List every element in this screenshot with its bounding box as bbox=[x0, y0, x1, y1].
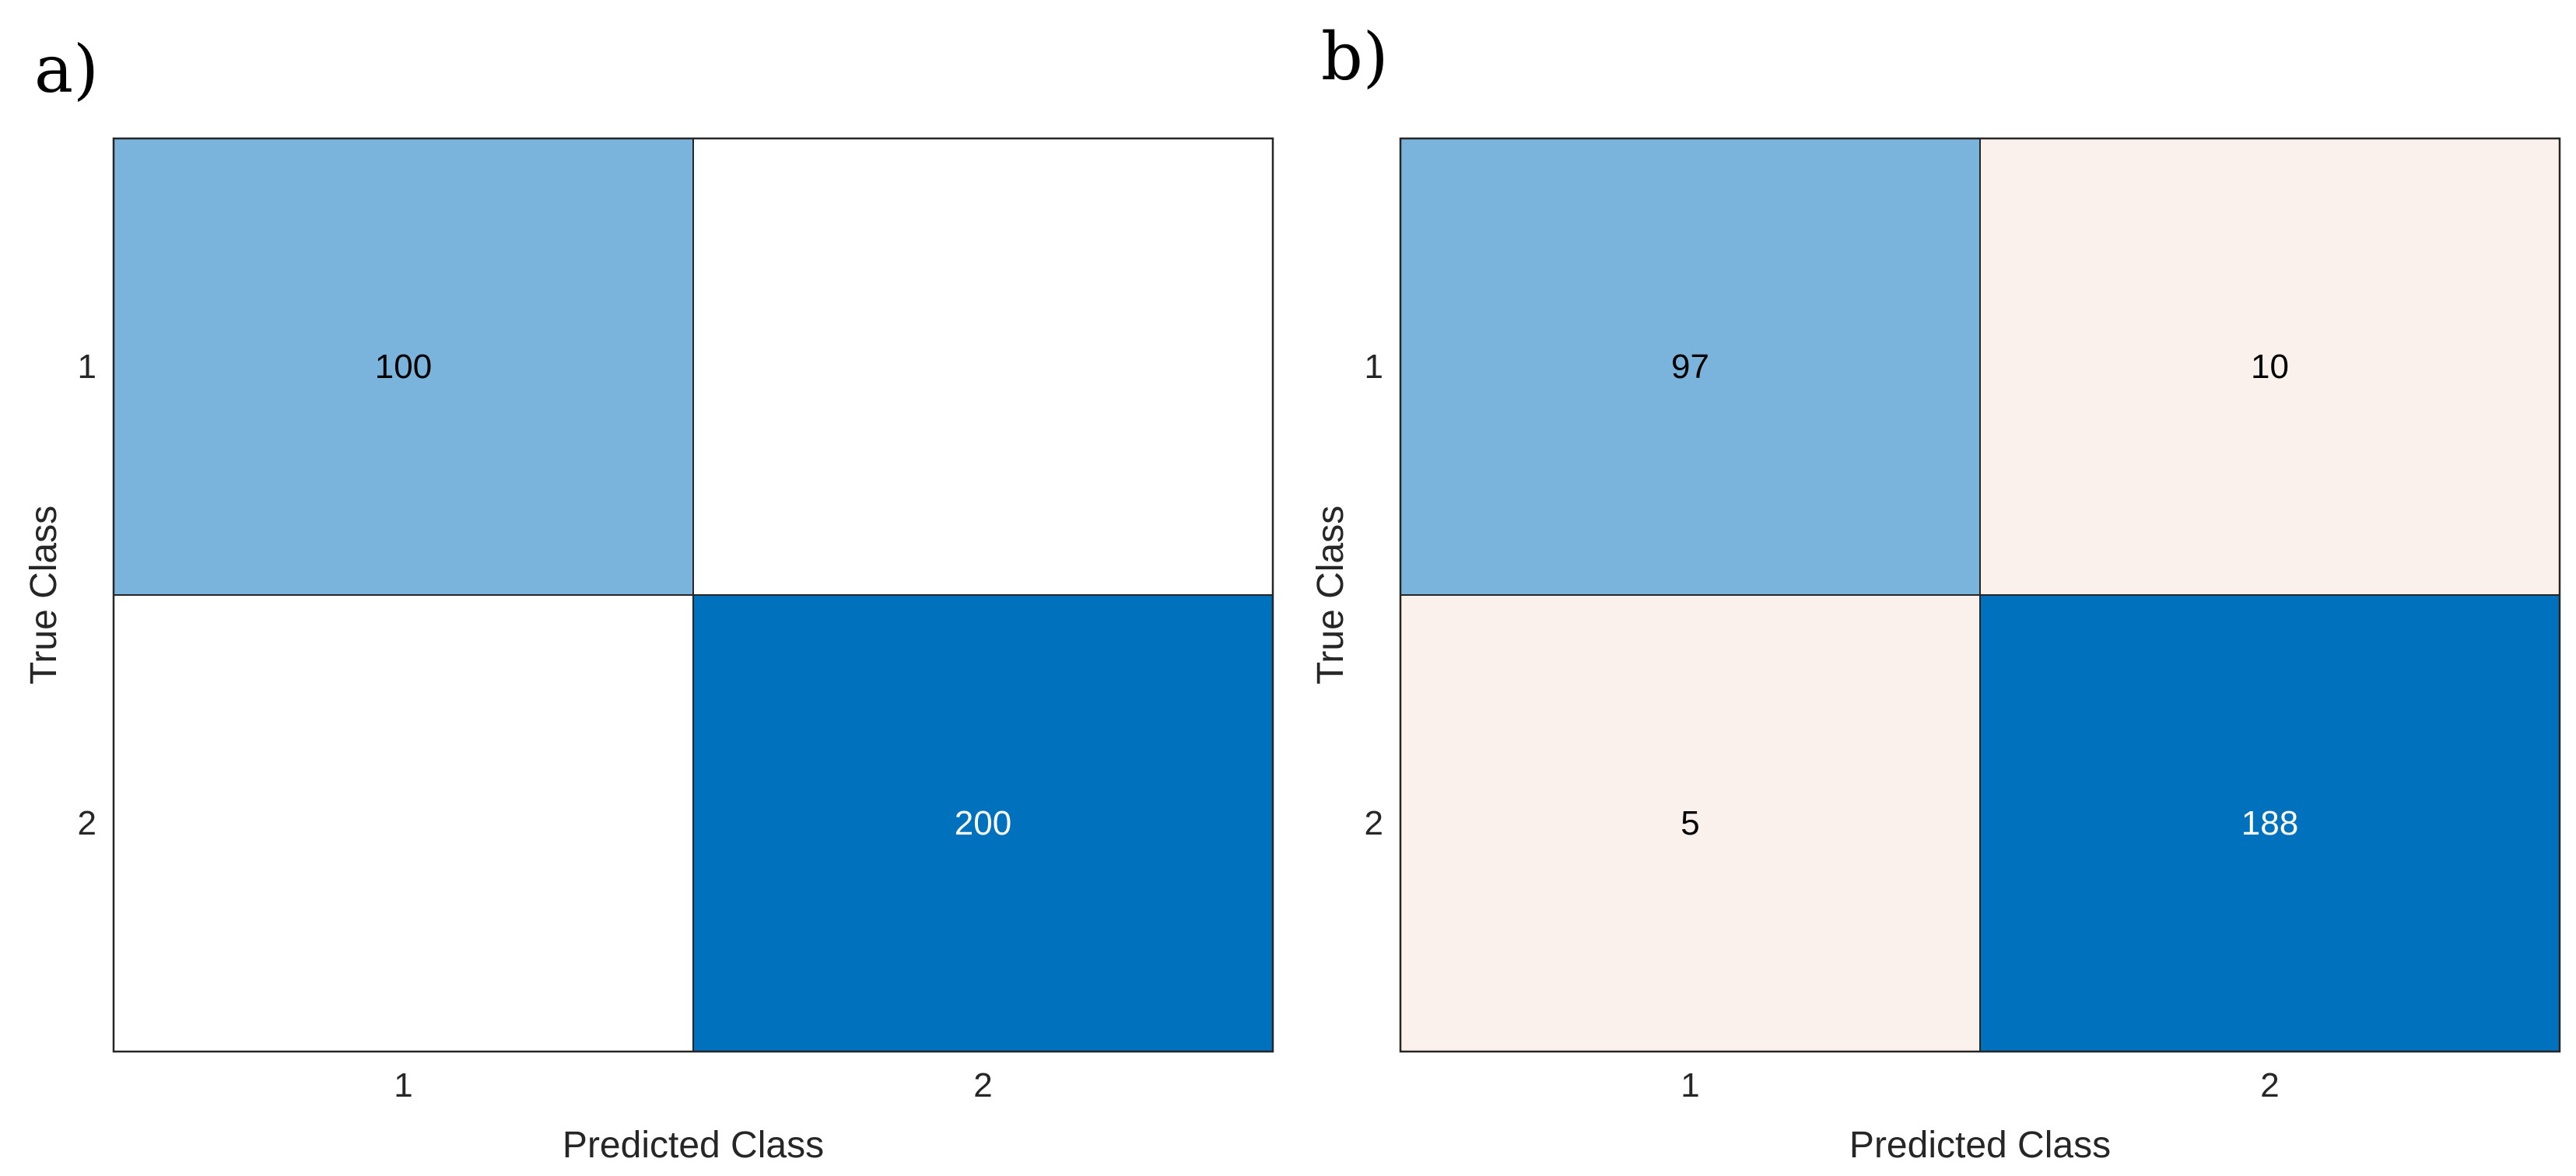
x-tick-label: 2 bbox=[2260, 1066, 2279, 1104]
matrix-cell-r1-c2 bbox=[692, 138, 1274, 596]
x-axis-label: Predicted Class bbox=[563, 1125, 824, 1166]
x-axis-label: Predicted Class bbox=[1849, 1125, 2111, 1166]
y-tick-label: 2 bbox=[1365, 804, 1383, 842]
panel-label: a) bbox=[34, 31, 99, 107]
matrix-cell-r2-c2 bbox=[1979, 594, 2560, 1052]
panel-label: b) bbox=[1321, 19, 1389, 95]
y-tick-label: 1 bbox=[78, 348, 96, 386]
y-tick-label: 1 bbox=[1365, 348, 1383, 386]
cell-value: 97 bbox=[1671, 348, 1709, 386]
cell-value: 10 bbox=[2251, 348, 2289, 386]
cell-value: 200 bbox=[955, 804, 1011, 842]
matrix-frame bbox=[112, 137, 1274, 1053]
y-axis-label: True Class bbox=[1310, 506, 1351, 684]
matrix-frame bbox=[1399, 137, 2561, 1053]
x-tick-label: 2 bbox=[973, 1066, 992, 1104]
cell-value: 5 bbox=[1681, 804, 1699, 842]
matrix-cell-r1-c2 bbox=[1979, 138, 2560, 596]
cell-value: 188 bbox=[2241, 804, 2298, 842]
matrix-cell-r2-c1 bbox=[113, 594, 694, 1052]
matrix-cell-r1-c1 bbox=[113, 138, 694, 596]
confusion-matrix-a: a) 100 200 1 2 1 2 Predicted Class True Class bbox=[23, 31, 1274, 1166]
y-tick-label: 2 bbox=[78, 804, 96, 842]
x-tick-label: 1 bbox=[1681, 1066, 1699, 1104]
matrix-cell-r1-c1 bbox=[1400, 138, 1981, 596]
x-tick-label: 1 bbox=[394, 1066, 412, 1104]
cell-value: 100 bbox=[375, 348, 432, 386]
confusion-matrix-b: b) 97 10 5 188 1 2 1 2 Predicted Class True Class bbox=[1310, 19, 2561, 1166]
y-axis-label: True Class bbox=[23, 506, 65, 684]
matrix-cell-r2-c2 bbox=[692, 594, 1274, 1052]
